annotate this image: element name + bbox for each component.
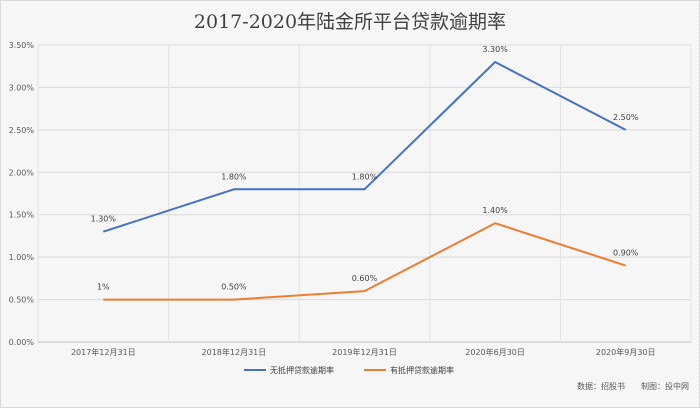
x-axis-ticks: 2017年12月31日 2018年12月31日 2019年12月31日 2020年6月… [71, 347, 656, 357]
data-label: 1.30% [91, 215, 117, 224]
data-label: 0.60% [352, 274, 378, 283]
x-tick-label: 2019年12月31日 [332, 347, 397, 357]
x-tick-label: 2017年12月31日 [71, 347, 136, 357]
y-tick-label: 3.50% [9, 41, 35, 50]
data-label: 0.90% [613, 249, 639, 258]
y-tick-label: 2.50% [9, 126, 35, 135]
y-tick-label: 0.50% [9, 296, 35, 305]
y-tick-label: 1.50% [9, 211, 35, 220]
chart-title: 2017-2020年陆金所平台贷款逾期率 [194, 11, 506, 33]
data-label: 1.40% [482, 206, 508, 215]
series-line-1 [102, 61, 627, 233]
series-lines [102, 61, 627, 301]
source-note: 数据：招股书 制图：投中网 [577, 381, 689, 391]
legend-label-2: 有抵押贷款逾期率 [390, 365, 454, 375]
legend-label-1: 无抵押贷款逾期率 [270, 365, 334, 375]
y-tick-label: 0.00% [9, 338, 35, 347]
x-tick-label: 2018年12月31日 [202, 347, 267, 357]
series-line-2 [103, 222, 627, 301]
x-tick-label: 2020年6月30日 [465, 347, 525, 357]
data-label: 1% [97, 283, 110, 292]
gridlines [37, 44, 692, 343]
data-label: 3.30% [482, 45, 508, 54]
legend: 无抵押贷款逾期率 有抵押贷款逾期率 [244, 365, 454, 375]
y-tick-label: 2.00% [9, 168, 35, 177]
y-tick-label: 1.00% [9, 253, 35, 262]
data-label: 0.50% [221, 283, 247, 292]
data-label: 1.80% [221, 172, 247, 181]
y-tick-label: 3.00% [9, 83, 35, 92]
y-axis-ticks: 0.00% 0.50% 1.00% 1.50% 2.00% 2.50% 3.00% 3.50% [9, 41, 35, 347]
x-tick-label: 2020年9月30日 [596, 347, 656, 357]
data-label: 2.50% [613, 113, 639, 122]
data-labels: 1.30% 1.80% 1.80% 3.30% 2.50% 1% 0.50% 0.60% 1.4… [91, 45, 639, 292]
data-label: 1.80% [352, 172, 378, 181]
